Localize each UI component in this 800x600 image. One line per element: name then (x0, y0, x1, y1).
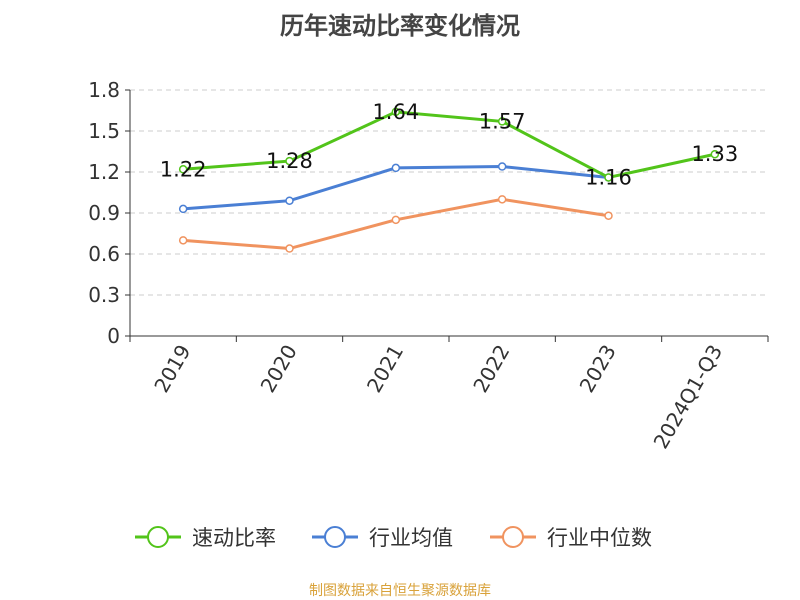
data-label: 1.64 (372, 100, 419, 124)
data-label: 1.33 (691, 142, 738, 166)
x-tick-label: 2022 (468, 340, 514, 396)
legend-marker (502, 526, 524, 548)
series-line (183, 110, 716, 180)
data-point (391, 215, 401, 225)
data-point (178, 165, 188, 174)
data-point (391, 163, 401, 173)
legend-label: 行业均值 (369, 526, 453, 550)
data-point (285, 196, 294, 205)
data-point (604, 211, 613, 220)
chart-title: 历年速动比率变化情况 (280, 12, 520, 40)
y-tick-label: 0 (107, 324, 120, 348)
data-point (710, 149, 720, 159)
data-point (285, 156, 294, 166)
data-label: 1.57 (479, 109, 526, 133)
x-tick-label: 2020 (256, 341, 302, 397)
legend-marker (324, 526, 346, 548)
data-point (497, 195, 507, 204)
series-line (183, 165, 609, 211)
y-tick-label: 1.2 (88, 160, 120, 184)
data-label: 1.22 (160, 157, 207, 181)
legend-label: 速动比率 (192, 526, 276, 550)
y-tick-label: 0.3 (88, 283, 120, 307)
x-tick-label: 2021 (362, 341, 408, 397)
y-tick-label: 0.9 (88, 201, 120, 225)
data-point (178, 236, 188, 245)
y-tick-label: 1.5 (88, 119, 120, 143)
data-label: 1.16 (585, 165, 632, 189)
source-footer: 制图数据来自恒生聚源数据库 (309, 583, 491, 599)
data-label: 1.28 (266, 149, 313, 173)
x-tick-label: 2023 (575, 341, 621, 397)
data-point (178, 204, 188, 214)
legend-label: 行业中位数 (547, 526, 652, 550)
legend-marker (147, 526, 169, 548)
x-tick-label: 2019 (149, 341, 195, 397)
data-point (391, 107, 401, 117)
data-point (497, 117, 507, 126)
data-point (497, 162, 507, 171)
y-tick-label: 0.6 (88, 242, 120, 266)
x-tick-label: 2024Q1-Q3 (648, 341, 727, 453)
y-tick-label: 1.8 (88, 78, 120, 102)
data-point (604, 173, 613, 182)
data-point (285, 244, 294, 253)
